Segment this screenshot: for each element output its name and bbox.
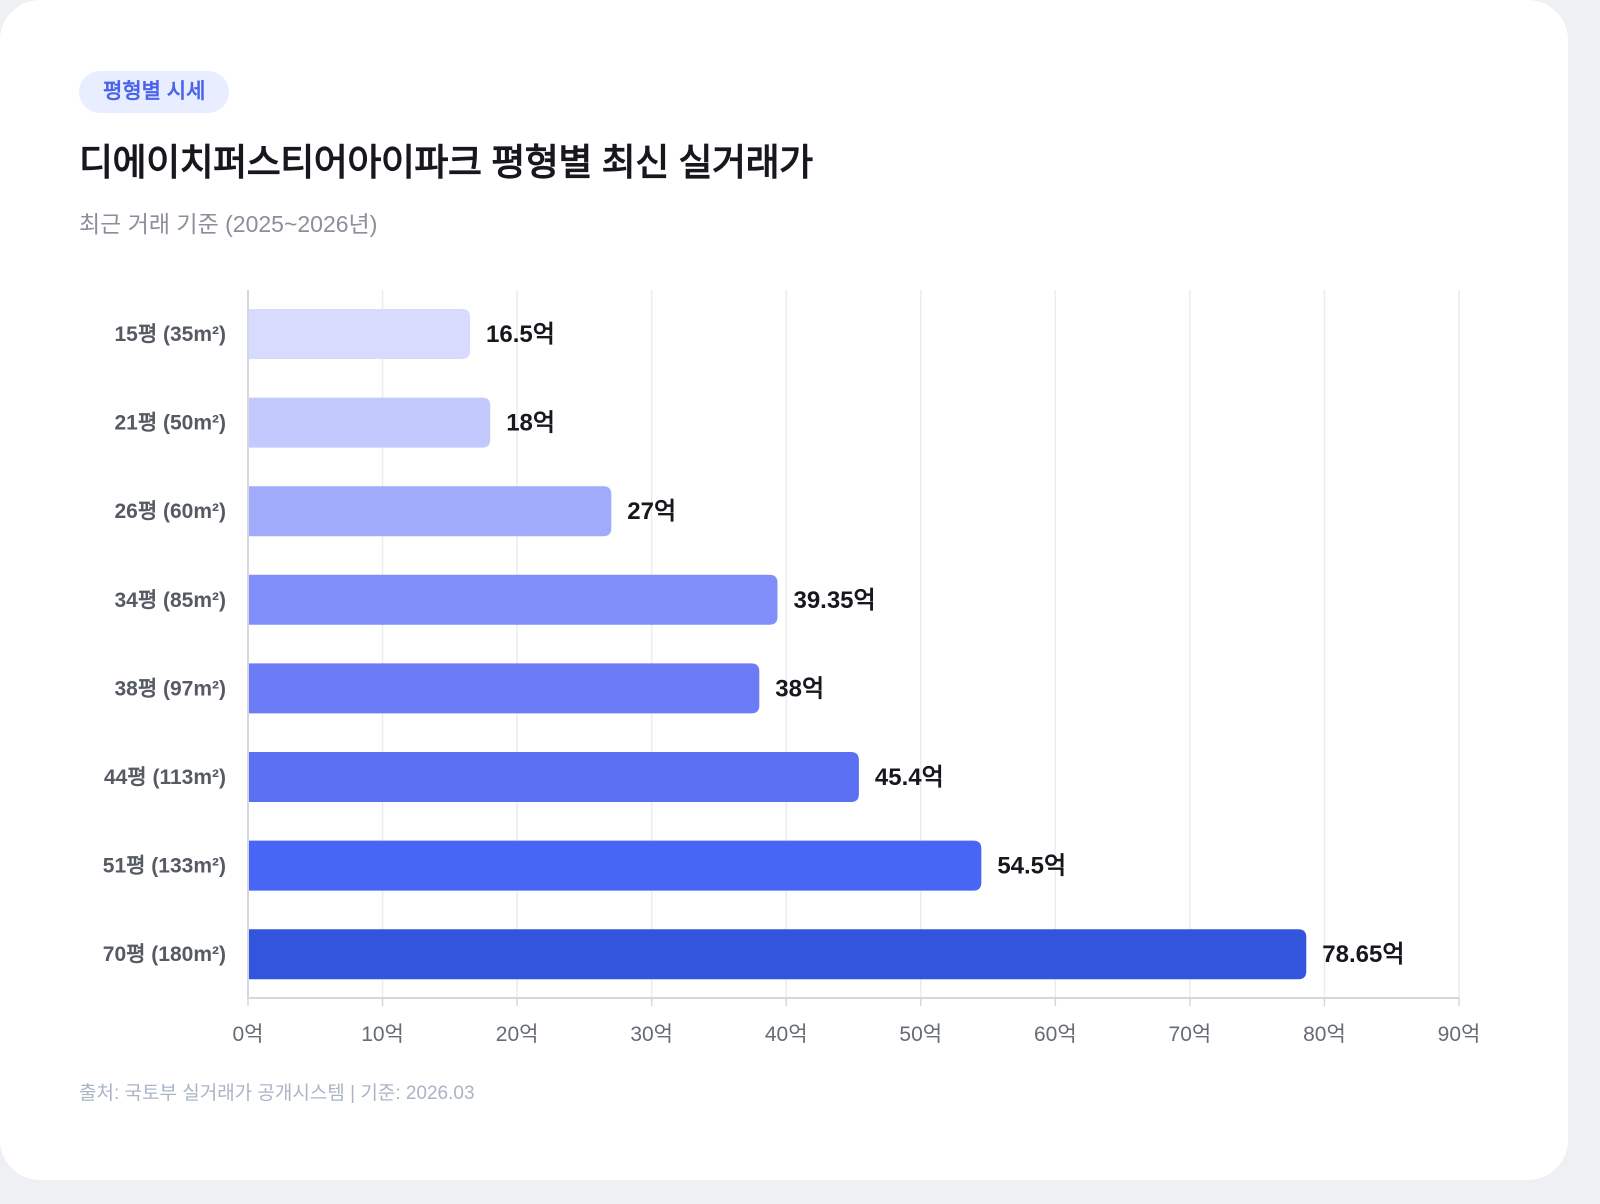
section-badge: 평형별 시세 xyxy=(79,71,230,113)
value-label: 54.5억 xyxy=(997,853,1066,880)
category-label: 21평 (50m²) xyxy=(114,412,226,435)
category-label: 51평 (133m²) xyxy=(103,855,226,878)
bar xyxy=(248,397,491,448)
bars xyxy=(248,309,1307,980)
x-tick-label: 10억 xyxy=(361,1023,404,1046)
chart-title: 디에이치퍼스티어아이파크 평형별 최신 실거래가 xyxy=(79,142,813,183)
bar xyxy=(248,752,859,802)
x-tick-label: 50억 xyxy=(899,1023,942,1046)
grid-lines xyxy=(381,290,1460,998)
value-label: 38억 xyxy=(775,675,824,702)
bar xyxy=(248,663,760,714)
x-tick-label: 0억 xyxy=(233,1023,264,1046)
category-label: 70평 (180m²) xyxy=(103,943,226,966)
bar xyxy=(248,309,471,359)
chart-subtitle: 최근 거래 기준 (2025~2026년) xyxy=(79,211,378,237)
x-tick-label: 80억 xyxy=(1303,1023,1346,1046)
bar xyxy=(248,486,612,537)
category-label: 26평 (60m²) xyxy=(114,500,226,523)
source-note: 출처: 국토부 실거래가 공개시스템 | 기준: 2026.03 xyxy=(79,1083,475,1104)
x-tick-label: 70억 xyxy=(1169,1023,1212,1046)
chart-card: 평형별 시세 디에이치퍼스티어아이파크 평형별 최신 실거래가 최근 거래 기준… xyxy=(0,0,1568,1180)
value-label: 78.65억 xyxy=(1322,941,1404,968)
bar xyxy=(248,929,1307,980)
category-label: 15평 (35m²) xyxy=(114,323,226,346)
labels: 15평 (35m²) 16.5억 21평 (50m²) 18억 26평 (60m²) 27… xyxy=(103,321,1405,968)
x-tick-label: 30억 xyxy=(630,1023,673,1046)
x-tick-label: 60억 xyxy=(1034,1023,1077,1046)
axes: 0억 10억 20억 30억 40억 50억 60억 70억 80억 90억 xyxy=(233,290,1481,1046)
value-label: 45.4억 xyxy=(875,764,944,791)
bar xyxy=(248,574,778,625)
x-tick-label: 20억 xyxy=(496,1023,539,1046)
category-label: 34평 (85m²) xyxy=(114,589,226,612)
x-tick-label: 40억 xyxy=(765,1023,808,1046)
value-label: 16.5억 xyxy=(486,321,555,348)
bar xyxy=(248,840,982,891)
category-label: 38평 (97m²) xyxy=(114,677,226,700)
value-label: 18억 xyxy=(506,410,555,437)
value-label: 39.35억 xyxy=(793,587,875,614)
value-label: 27억 xyxy=(627,498,676,525)
x-tick-label: 90억 xyxy=(1438,1023,1481,1046)
bar-chart: 0억 10억 20억 30억 40억 50억 60억 70억 80억 90억 15평 (35m²)… xyxy=(103,290,1481,1046)
category-label: 44평 (113m²) xyxy=(104,766,226,789)
